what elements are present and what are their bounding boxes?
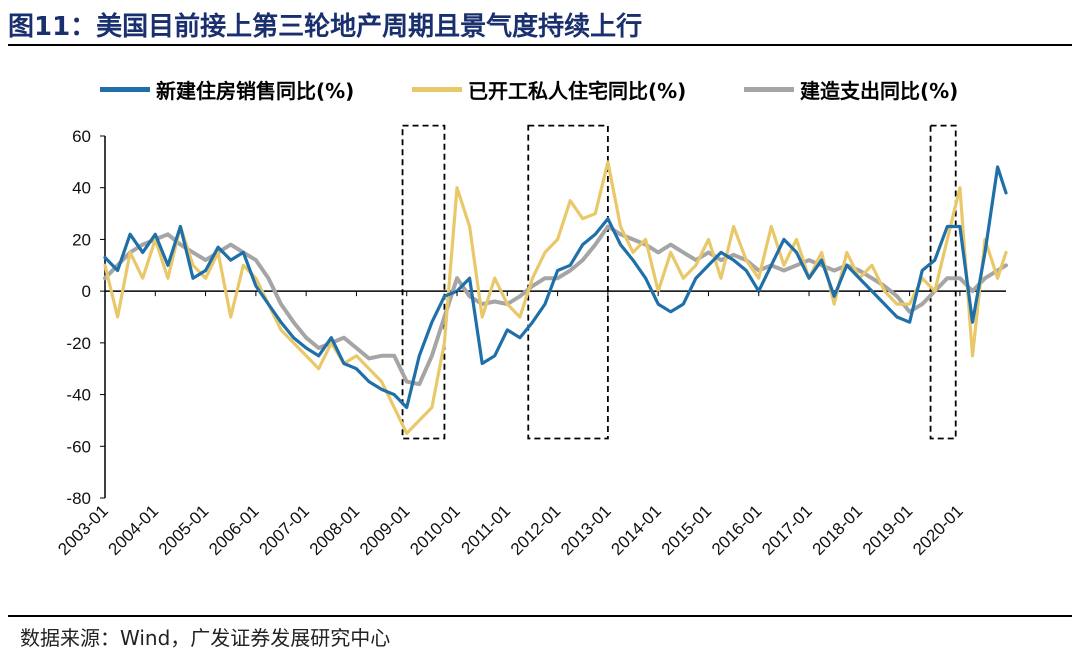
source-note: 数据来源：Wind，广发证券发展研究中心: [20, 626, 391, 650]
legend-swatch-new-home-sales: [100, 86, 150, 92]
x-tick-label: 2011-01: [457, 501, 514, 558]
x-tick-label: 2009-01: [356, 501, 414, 559]
x-tick-label: 2012-01: [507, 501, 565, 559]
legend-swatch-private-housing-starts: [412, 86, 462, 92]
cycle-highlight-box: [527, 124, 609, 440]
line-chart: 60 40 20 0 -20 -40 -60 -80 2003-012004-012005-0…: [54, 124, 1008, 559]
y-tick-label: -20: [66, 334, 91, 353]
legend-item-private-housing-starts: 已开工私人住宅同比(%): [412, 74, 686, 104]
figure-title: 图11：美国目前接上第三轮地产周期且景气度持续上行: [8, 12, 643, 42]
y-tick-label: 40: [72, 179, 91, 198]
chart-axes: [104, 136, 1006, 498]
y-tick-label: 20: [72, 230, 91, 249]
x-tick-label: 2016-01: [708, 501, 766, 559]
cycle-highlight-box: [929, 124, 957, 440]
y-axis-ticks: 60 40 20 0 -20 -40 -60 -80: [66, 127, 105, 508]
x-tick-label: 2019-01: [859, 501, 917, 559]
x-tick-label: 2004-01: [105, 501, 163, 559]
legend-item-construction-spending: 建造支出同比(%): [744, 74, 958, 104]
x-tick-label: 2005-01: [155, 501, 213, 559]
title-divider: [8, 44, 1072, 46]
cycle-highlight-box: [401, 124, 446, 440]
highlight-boxes: [401, 124, 957, 440]
x-tick-label: 2007-01: [255, 501, 313, 559]
legend-label-private-housing-starts: 已开工私人住宅同比(%): [468, 78, 687, 103]
y-tick-label: -40: [66, 386, 91, 405]
series-line-2: [103, 224, 1008, 387]
series-line-1: [103, 160, 1008, 435]
x-tick-label: 2017-01: [758, 501, 816, 559]
y-tick-label: 0: [82, 282, 91, 301]
x-tick-label: 2006-01: [205, 501, 263, 559]
legend-item-new-home-sales: 新建住房销售同比(%): [100, 74, 354, 104]
x-tick-label: 2003-01: [54, 501, 112, 559]
x-tick-label: 2010-01: [406, 501, 464, 559]
y-tick-label: -80: [66, 489, 91, 508]
x-tick-label: 2018-01: [809, 501, 867, 559]
y-tick-label: -60: [66, 437, 91, 456]
legend-label-construction-spending: 建造支出同比(%): [800, 78, 959, 103]
y-tick-label: 60: [72, 127, 91, 146]
x-tick-label: 2014-01: [607, 501, 665, 559]
x-tick-label: 2015-01: [658, 501, 716, 559]
x-tick-label: 2008-01: [306, 501, 364, 559]
footer-divider: [8, 615, 1072, 617]
x-tick-label: 2013-01: [557, 501, 615, 559]
chart-legend: 新建住房销售同比(%) 已开工私人住宅同比(%) 建造支出同比(%): [100, 74, 1060, 104]
series-line-0: [103, 165, 1008, 410]
title-bar: 图11：美国目前接上第三轮地产周期且景气度持续上行: [4, 0, 1072, 44]
legend-swatch-construction-spending: [744, 86, 794, 92]
x-tick-label: 2020-01: [909, 501, 967, 559]
chart-series: [103, 160, 1008, 435]
legend-label-new-home-sales: 新建住房销售同比(%): [156, 78, 355, 103]
